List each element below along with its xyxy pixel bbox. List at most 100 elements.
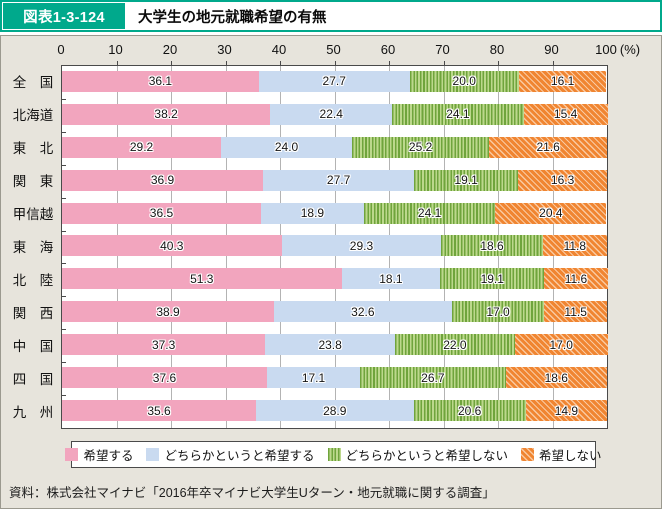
- row-tick: [62, 395, 66, 397]
- axis-tick-label: 10: [108, 42, 123, 57]
- bar-value-label: 11.5: [564, 304, 587, 319]
- stacked-bar: 36.1 27.7 20.0 16.1: [62, 70, 607, 92]
- row-label: 北 陸: [12, 272, 54, 288]
- bar-value-label: 18.6: [480, 238, 504, 253]
- stacked-bar: 29.2 24.0 25.2 21.6: [62, 136, 607, 158]
- bar-segment: 51.3: [62, 268, 342, 290]
- row-label: 中 国: [12, 338, 54, 354]
- stacked-bar: 36.5 18.9 24.1 20.4: [62, 202, 607, 224]
- legend-label: 希望しない: [539, 449, 602, 463]
- bar-value-label: 17.1: [301, 370, 326, 385]
- row-tick: [62, 164, 66, 166]
- bar-value-label: 36.1: [148, 74, 173, 89]
- bar-segment: 40.3: [62, 235, 282, 257]
- bar-value-label: 18.1: [379, 271, 403, 286]
- row-tick: [62, 296, 66, 298]
- stacked-bar: 35.6 28.9 20.6 14.9: [62, 400, 607, 422]
- axis-tick-label: 60: [380, 42, 396, 57]
- bar-segment: 22.0: [394, 334, 515, 356]
- bar-segment: 15.4: [523, 103, 608, 125]
- bar-segment: 14.9: [525, 400, 607, 422]
- bar-value-label: 19.1: [480, 271, 504, 286]
- row-tick: [62, 98, 66, 100]
- bar-segment: 26.7: [360, 367, 506, 389]
- bar-value-label: 35.6: [147, 403, 171, 418]
- bar-value-label: 18.6: [544, 370, 568, 385]
- legend: 希望する どちらかというと希望する どちらかというと希望しない 希望しない: [65, 441, 602, 468]
- bar-row: 36.5 18.9 24.1 20.4: [62, 198, 607, 231]
- axis-tick: [334, 61, 336, 65]
- bar-segment: 11.5: [544, 301, 607, 323]
- bar-segment: 28.9: [256, 400, 414, 422]
- axis-tick-label: 80: [489, 42, 505, 57]
- bar-segment: 22.4: [270, 103, 393, 125]
- row-label: 東 北: [12, 141, 54, 157]
- row-tick: [62, 329, 66, 331]
- row-label: 全 国: [12, 75, 54, 91]
- bar-value-label: 22.0: [443, 337, 467, 352]
- row-label: 関 西: [12, 305, 54, 321]
- source-note: 資料：株式会社マイナビ「2016年卒マイナビ大学生Uターン・地元就職に関する調査…: [9, 486, 495, 500]
- bar-row: 51.3 18.1 19.1 11.6: [62, 263, 608, 296]
- x-axis: 0 10 20 30 40 50 60 70 80 90 100 (%): [1, 36, 661, 60]
- stacked-bar: 51.3 18.1 19.1 11.6: [62, 268, 608, 290]
- bar-segment: 27.7: [263, 169, 415, 191]
- axis-tick: [171, 61, 172, 65]
- bar-segment: 29.3: [281, 235, 442, 257]
- bar-segment: 20.0: [409, 70, 519, 92]
- stacked-bar: 36.9 27.7 19.1 16.3: [62, 169, 607, 191]
- legend-label: どちらかというと希望する: [164, 449, 315, 463]
- axis-tick-label: 70: [435, 42, 450, 57]
- bar-segment: 36.5: [62, 202, 261, 224]
- bar-value-label: 27.7: [326, 173, 351, 188]
- axis-tick: [225, 61, 227, 65]
- bar-value-label: 36.9: [150, 173, 175, 188]
- bar-segment: 20.4: [495, 202, 607, 224]
- bar-value-label: 18.9: [300, 206, 325, 221]
- bar-value-label: 11.6: [564, 271, 588, 286]
- row-label: 北海道: [12, 108, 54, 124]
- bar-value-label: 22.4: [319, 107, 343, 122]
- bar-segment: 11.8: [542, 235, 607, 257]
- bar-segment: 37.3: [62, 334, 266, 356]
- axis-tick: [443, 61, 445, 65]
- bar-value-label: 16.1: [550, 74, 575, 89]
- row-label: 四 国: [12, 371, 54, 387]
- bar-segment: 18.1: [341, 268, 441, 290]
- legend-label: どちらかというと希望しない: [345, 449, 509, 463]
- bar-value-label: 21.6: [536, 140, 560, 155]
- bar-segment: 24.0: [221, 136, 352, 158]
- bar-value-label: 26.7: [421, 370, 445, 385]
- bar-value-label: 23.8: [318, 337, 342, 352]
- bar-segment: 24.1: [392, 103, 524, 125]
- bar-value-label: 20.4: [539, 206, 563, 221]
- bar-segment: 36.9: [62, 169, 264, 191]
- bar-value-label: 24.0: [274, 140, 299, 155]
- axis-tick-label: 30: [217, 42, 232, 57]
- axis-tick-label: 50: [326, 42, 341, 57]
- bar-value-label: 37.6: [152, 370, 177, 385]
- legend-item: 希望しない: [521, 445, 602, 464]
- bar-row: 29.2 24.0 25.2 21.6: [62, 132, 607, 165]
- axis-tick: [116, 61, 118, 65]
- bar-segment: 18.9: [260, 202, 364, 224]
- bar-value-label: 38.9: [156, 304, 180, 319]
- figure-header: 図表1-3-124 大学生の地元就職希望の有無: [0, 0, 662, 32]
- bar-row: 38.2 22.4 24.1 15.4: [62, 99, 608, 132]
- legend-swatch: [521, 448, 535, 461]
- legend-swatch: [327, 448, 341, 461]
- bar-segment: 18.6: [505, 367, 607, 389]
- bar-segment: 32.6: [274, 301, 452, 323]
- figure-number-badge: 図表1-3-124: [3, 3, 125, 29]
- axis-tick: [389, 61, 390, 65]
- bar-segment: 27.7: [258, 70, 410, 92]
- row-label: 東 海: [12, 239, 54, 255]
- axis-tick: [552, 61, 554, 65]
- bar-segment: 25.2: [351, 136, 490, 158]
- legend-item: どちらかというと希望しない: [327, 445, 509, 464]
- plot-area: 36.1 27.7 20.0 16.1 38.2 22.4 24.1 15.4 29.2 24.0…: [61, 61, 608, 429]
- bar-value-label: 25.2: [408, 140, 433, 155]
- bar-row: 37.3 23.8 22.0 17.0: [62, 329, 608, 362]
- bar-segment: 17.1: [266, 367, 361, 389]
- row-tick: [62, 131, 66, 133]
